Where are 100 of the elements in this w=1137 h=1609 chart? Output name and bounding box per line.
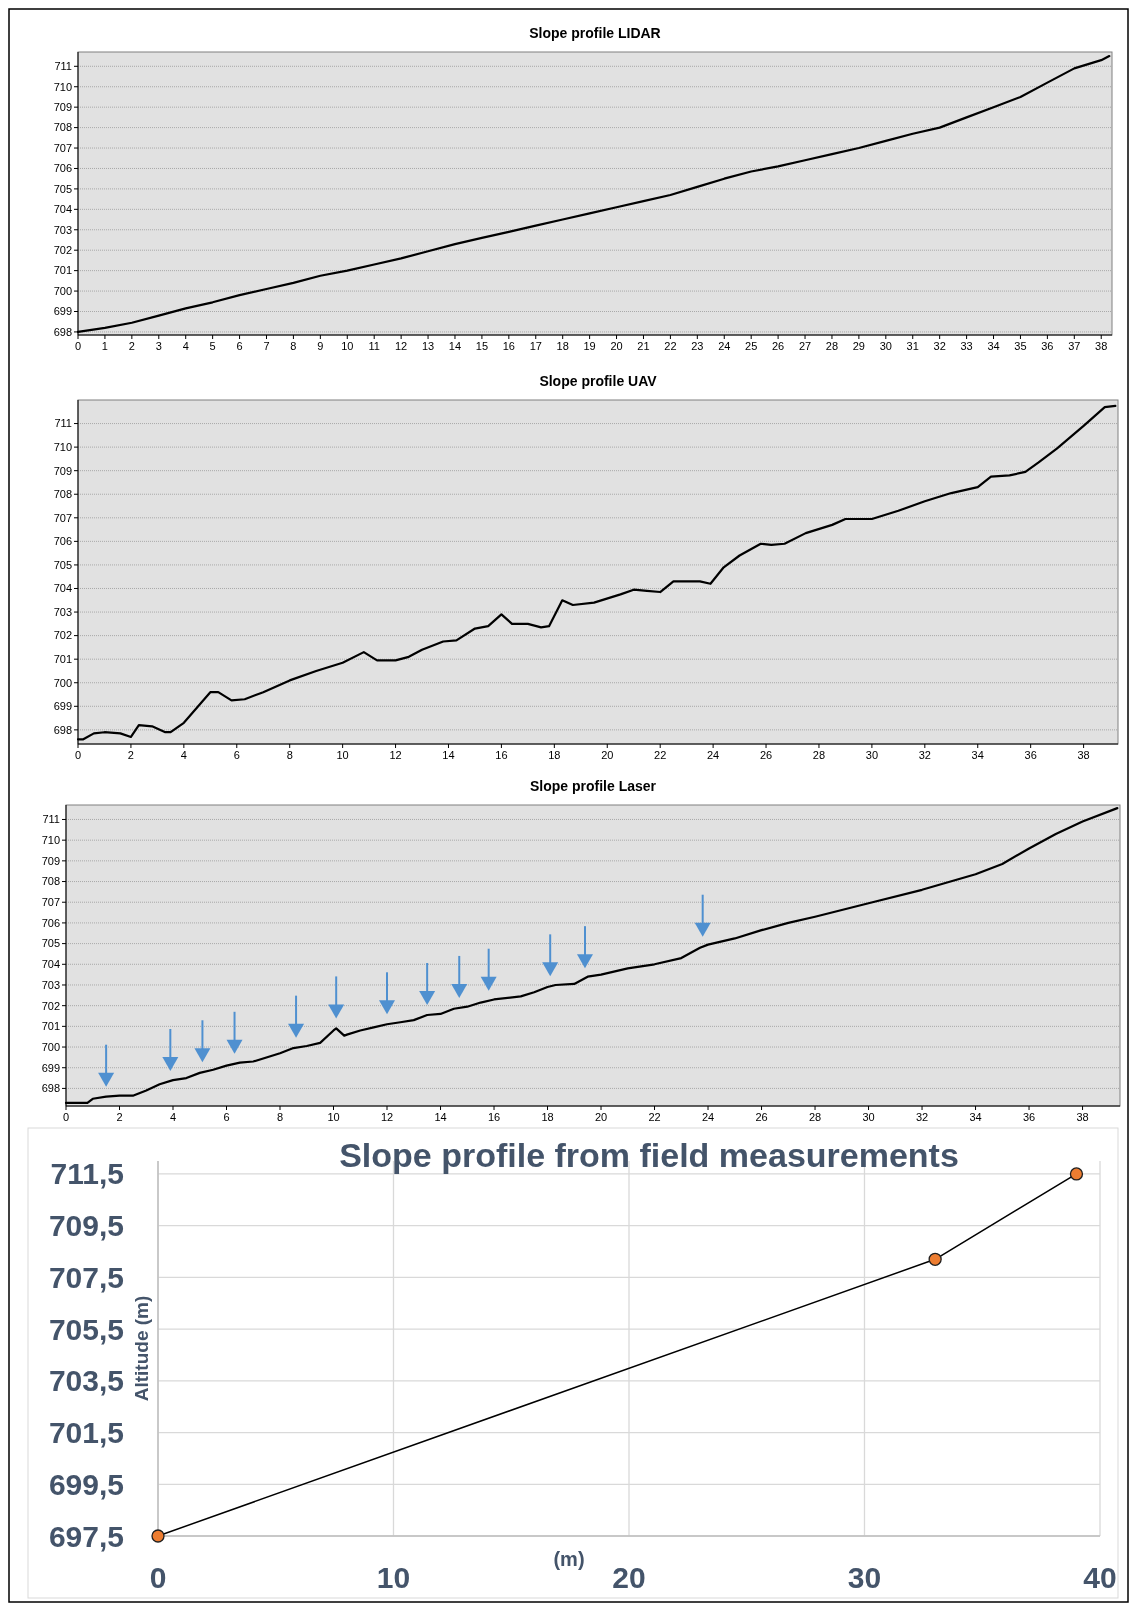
y-tick-label: 708 [41, 875, 60, 888]
x-tick-label: 8 [286, 749, 293, 761]
x-tick-label: 30 [865, 749, 879, 761]
y-tick-label: 704 [53, 203, 72, 216]
x-tick-label: 29 [852, 340, 866, 352]
point [1069, 1167, 1084, 1181]
x-tick-label: 32 [933, 340, 946, 352]
x-tick-label: 38 [1076, 1111, 1089, 1123]
y-tick-label: 704 [53, 582, 72, 595]
y-tick-label: 700 [53, 676, 72, 689]
x-tick-label: 35 [1014, 340, 1027, 352]
x-tick-label: 0 [62, 1111, 70, 1123]
x-tick-label: 38 [1095, 340, 1108, 352]
x-tick-label: 6 [223, 1111, 230, 1123]
y-tick-label: 698 [41, 1082, 60, 1095]
y-tick-label: 700 [53, 284, 72, 297]
x-tick-label: 1 [101, 340, 108, 352]
chart-title: Slope profile LIDAR [529, 25, 661, 41]
x-tick-label: 24 [706, 749, 720, 761]
y-tick-label: 708 [53, 488, 72, 501]
x-tick-label: 10 [336, 749, 349, 761]
x-tick-label: 4 [169, 1111, 177, 1123]
x-tick-label: 11 [368, 340, 380, 352]
x-tick-label: 22 [648, 1111, 661, 1123]
x-tick-label: 30 [847, 1561, 882, 1594]
x-tick-label: 37 [1068, 340, 1081, 352]
x-tick-label: 10 [327, 1111, 340, 1123]
x-tick-label: 0 [149, 1561, 167, 1594]
x-tick-label: 34 [987, 340, 1000, 352]
x-tick-label: 5 [209, 340, 216, 352]
y-tick-label: 699 [53, 700, 72, 713]
x-tick-label: 23 [691, 340, 704, 352]
y-tick-label: 700 [41, 1040, 60, 1053]
y-tick-label: 698 [53, 325, 72, 338]
x-tick-label: 0 [74, 749, 82, 761]
x-tick-label: 12 [380, 1111, 394, 1123]
x-tick-label: 36 [1022, 1111, 1036, 1123]
y-axis-title: Altitude (m) [131, 1295, 152, 1402]
y-tick-label: 699,5 [48, 1467, 124, 1501]
x-tick-label: 16 [495, 749, 508, 761]
x-tick-label: 28 [825, 340, 839, 352]
y-tick-label: 705 [41, 937, 60, 950]
x-tick-label: 13 [421, 340, 435, 352]
x-tick-label: 34 [969, 1111, 982, 1123]
y-tick-label: 701 [53, 653, 72, 666]
x-tick-label: 8 [276, 1111, 284, 1123]
x-tick-label: 19 [583, 340, 596, 352]
y-tick-label: 711 [42, 813, 60, 826]
x-tick-label: 7 [263, 340, 270, 352]
x-tick-label: 12 [395, 340, 408, 352]
x-tick-label: 38 [1077, 749, 1090, 761]
y-tick-label: 705,5 [48, 1312, 124, 1346]
y-tick-label: 709 [53, 101, 72, 114]
y-tick-label: 708 [53, 121, 72, 134]
x-tick-label: 2 [127, 749, 134, 761]
x-tick-label: 24 [718, 340, 731, 352]
line-series [76, 404, 1117, 741]
x-tick-label: 14 [434, 1111, 447, 1123]
x-tick-label: 36 [1024, 749, 1037, 761]
x-tick-label: 9 [317, 340, 324, 352]
y-tick-label: 707 [53, 141, 72, 154]
x-tick-label: 31 [906, 340, 919, 352]
x-tick-label: 6 [236, 340, 243, 352]
x-tick-label: 2 [116, 1111, 123, 1123]
y-tick-label: 706 [53, 162, 72, 175]
y-tick-label: 709,5 [48, 1209, 124, 1243]
x-tick-label: 28 [812, 749, 826, 761]
x-tick-label: 22 [654, 749, 667, 761]
y-tick-label: 711,5 [50, 1157, 124, 1191]
y-tick-label: 702 [53, 629, 72, 642]
x-axis-title: (m) [553, 1548, 585, 1570]
x-tick-label: 21 [637, 340, 650, 352]
y-tick-label: 703 [53, 223, 72, 236]
x-tick-label: 18 [541, 1111, 554, 1123]
x-tick-label: 20 [601, 749, 614, 761]
x-tick-label: 0 [74, 340, 82, 352]
x-tick-label: 26 [771, 340, 785, 352]
y-tick-label: 703 [53, 605, 72, 618]
y-tick-label: 699 [53, 305, 72, 318]
x-tick-label: 18 [556, 340, 569, 352]
x-tick-label: 20 [594, 1111, 608, 1123]
y-tick-label: 699 [41, 1061, 60, 1074]
x-tick-label: 17 [529, 340, 542, 352]
x-tick-label: 6 [233, 749, 240, 761]
y-tick-label: 697,5 [48, 1519, 124, 1553]
chart-title: Slope profile Laser [529, 778, 657, 794]
x-tick-label: 30 [862, 1111, 875, 1123]
x-tick-label: 20 [612, 1561, 646, 1594]
y-tick-label: 703,5 [48, 1364, 124, 1398]
y-tick-label: 701 [41, 1020, 60, 1033]
y-tick-label: 711 [54, 60, 72, 73]
x-tick-label: 16 [502, 340, 515, 352]
chart-title: Slope profile UAV [539, 373, 658, 389]
y-tick-label: 706 [41, 916, 60, 929]
y-tick-label: 705 [53, 558, 72, 571]
x-tick-label: 33 [960, 340, 973, 352]
x-tick-label: 10 [341, 340, 354, 352]
x-tick-label: 4 [182, 340, 189, 352]
y-tick-label: 705 [53, 182, 72, 195]
x-tick-label: 18 [548, 749, 561, 761]
